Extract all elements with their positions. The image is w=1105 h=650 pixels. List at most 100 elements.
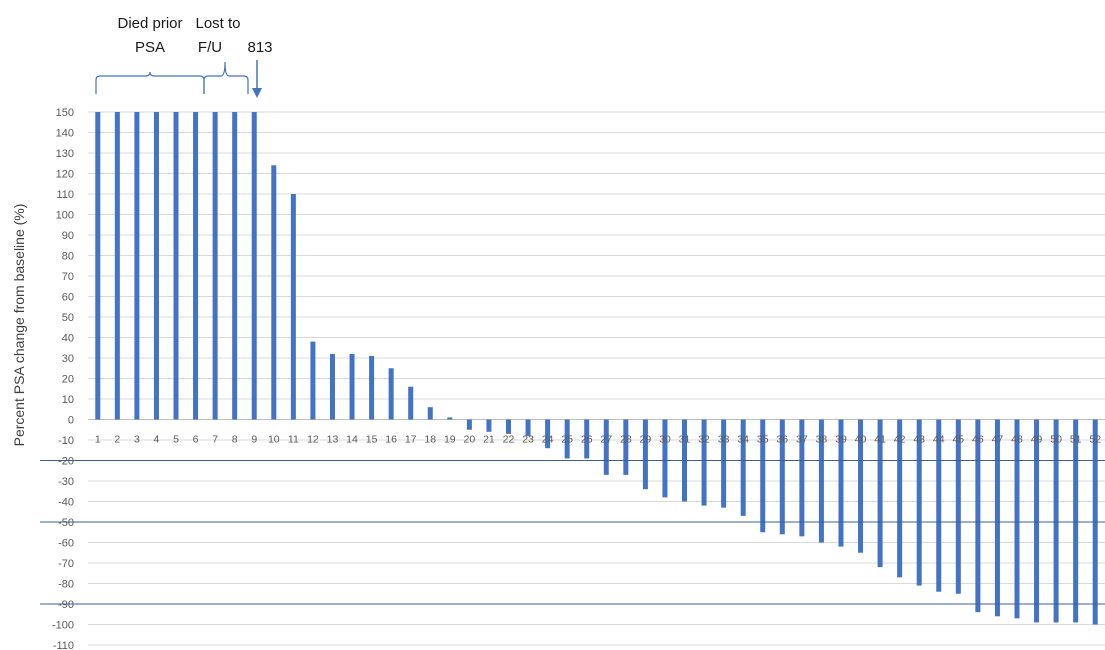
bars [95, 112, 1098, 625]
lost-to-fu-label-line1: Lost to [195, 15, 240, 32]
x-tick-label: 17 [405, 434, 417, 446]
y-tick-label: -60 [58, 538, 74, 550]
x-tick-label: 20 [464, 434, 476, 446]
x-tick-label: 7 [212, 434, 218, 446]
y-tick-label: 100 [56, 210, 74, 222]
x-tick-label: 35 [757, 434, 769, 446]
y-tick-label: 80 [62, 251, 74, 263]
y-tick-label: 20 [62, 374, 74, 386]
x-tick-label: 9 [251, 434, 257, 446]
x-tick-label: 18 [424, 434, 436, 446]
bar-26 [584, 419, 590, 459]
bar-45 [955, 419, 961, 594]
x-tick-label: 51 [1070, 434, 1082, 446]
y-axis-label: Percent PSA change from baseline (%) [11, 204, 27, 447]
x-tick-label: 50 [1050, 434, 1062, 446]
y-tick-label: 0 [68, 415, 74, 427]
bar-4 [153, 112, 159, 420]
x-tick-label: 15 [366, 434, 378, 446]
bar-18 [427, 407, 433, 420]
bar-37 [799, 419, 805, 537]
annotations: Died prior PSA Lost to F/U 813 [95, 15, 273, 98]
x-tick-label: 34 [737, 434, 749, 446]
x-tick-label: 48 [1011, 434, 1023, 446]
bar-28 [623, 419, 629, 475]
y-tick-label: 30 [62, 353, 74, 365]
y-tick-label: -110 [53, 640, 74, 650]
x-tick-label: 43 [913, 434, 925, 446]
bar-48 [1014, 419, 1020, 619]
y-tick-label: 10 [62, 394, 74, 406]
bar-23 [525, 419, 531, 436]
x-tick-label: 41 [874, 434, 886, 446]
y-tick-label: -50 [58, 517, 74, 529]
y-tick-label: -90 [58, 599, 74, 611]
bar-15 [369, 355, 375, 420]
lost-to-fu-brace [203, 61, 249, 94]
x-tick-label: 21 [483, 434, 495, 446]
bar-27 [603, 419, 609, 475]
y-tick-label: -10 [58, 435, 74, 447]
bar-34 [740, 419, 746, 516]
x-tick-label: 23 [522, 434, 534, 446]
x-tick-label: 40 [855, 434, 867, 446]
bar-12 [310, 341, 316, 420]
x-tick-label: 13 [327, 434, 339, 446]
bar-11 [290, 194, 296, 420]
x-tick-label: 11 [288, 434, 299, 446]
bar-10 [271, 165, 277, 420]
bar-32 [701, 419, 707, 506]
died-prior-label-line2: PSA [135, 39, 165, 56]
bar-5 [173, 112, 179, 420]
bar-40 [858, 419, 864, 553]
bar-39 [838, 419, 844, 547]
bar-43 [916, 419, 922, 586]
y-tick-label: 130 [56, 148, 74, 160]
x-tick-label: 36 [776, 434, 788, 446]
x-tick-label: 37 [796, 434, 808, 446]
x-tick-label: 26 [581, 434, 593, 446]
bar-47 [994, 419, 1000, 617]
bar-22 [505, 419, 511, 434]
x-tick-label: 16 [385, 434, 397, 446]
x-tick-label: 8 [232, 434, 238, 446]
bar-49 [1034, 419, 1040, 623]
bar-9 [251, 112, 257, 420]
y-tick-label: 140 [56, 128, 74, 140]
x-tick-label: 42 [894, 434, 906, 446]
bar-42 [897, 419, 903, 578]
y-tick-label: -70 [58, 558, 74, 570]
y-tick-label: -40 [58, 497, 74, 509]
y-tick-label: -100 [52, 620, 74, 632]
bar-6 [193, 112, 199, 420]
y-tick-label: 110 [56, 189, 74, 201]
gridlines [88, 111, 1105, 646]
y-axis-ticks: 1501401301201101009080706050403020100-10… [52, 107, 74, 650]
y-tick-label: -20 [58, 456, 74, 468]
x-tick-label: 2 [114, 434, 120, 446]
x-tick-label: 44 [933, 434, 945, 446]
bar-51 [1073, 419, 1079, 623]
bar-2 [114, 112, 120, 420]
x-tick-label: 4 [154, 434, 160, 446]
y-tick-label: 150 [56, 107, 74, 119]
x-tick-label: 24 [542, 434, 554, 446]
bar-1 [95, 112, 101, 420]
x-tick-label: 27 [600, 434, 612, 446]
x-tick-label: 46 [972, 434, 984, 446]
arrow-813-head [252, 88, 262, 98]
lost-to-fu-label-line2: F/U [198, 39, 222, 56]
bar-8 [232, 112, 238, 420]
bar-19 [447, 417, 453, 420]
bar-13 [329, 353, 335, 420]
x-tick-label: 28 [620, 434, 632, 446]
x-tick-label: 45 [952, 434, 964, 446]
x-tick-label: 38 [816, 434, 828, 446]
bar-30 [662, 419, 668, 498]
bar-3 [134, 112, 140, 420]
x-tick-label: 14 [346, 434, 358, 446]
arrow-label: 813 [247, 39, 272, 56]
bar-14 [349, 353, 355, 420]
x-tick-label: 31 [679, 434, 691, 446]
